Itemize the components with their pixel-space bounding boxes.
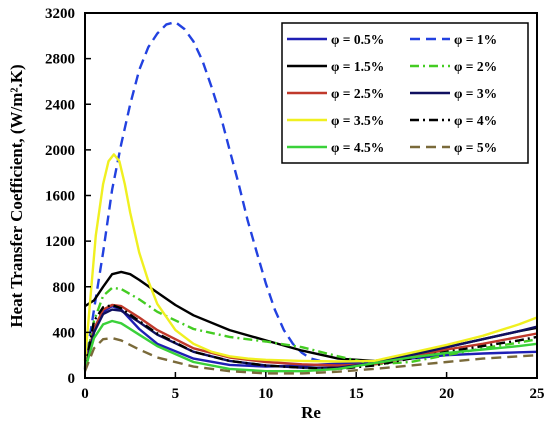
series-layer (83, 20, 538, 375)
series-line-9 (83, 319, 538, 373)
tick-layer: 0 5 10 15 20 25 0 400 800 1200 1600 2000 2400 2800 320… (45, 6, 545, 402)
legend-label-10: φ = 5% (454, 140, 497, 155)
y-tick-label: 3200 (45, 6, 75, 22)
series-line-6 (83, 308, 538, 370)
legend-label-4: φ = 2% (454, 59, 497, 74)
y-tick-label: 1200 (45, 234, 75, 250)
legend-label-8: φ = 4% (454, 113, 497, 128)
series-line-4 (83, 286, 538, 367)
legend-label-7: φ = 3.5% (331, 113, 384, 128)
legend-label-3: φ = 1.5% (331, 59, 384, 74)
series-line-7 (83, 153, 538, 363)
x-tick-label: 10 (258, 386, 273, 402)
series-line-3 (84, 270, 538, 363)
series-line-2 (83, 20, 321, 368)
x-tick-label: 25 (530, 386, 545, 402)
y-tick-label: 2400 (45, 97, 75, 113)
legend-label-1: φ = 0.5% (331, 32, 384, 47)
legend-label-9: φ = 4.5% (331, 140, 384, 155)
y-tick-label: 800 (53, 280, 76, 296)
y-tick-label: 1600 (45, 189, 75, 205)
y-tick-label: 2000 (45, 143, 75, 159)
x-tick-label: 5 (172, 386, 180, 402)
x-tick-label: 0 (81, 386, 89, 402)
legend-label-6: φ = 3% (454, 86, 497, 101)
legend-label-5: φ = 2.5% (331, 86, 384, 101)
series-line-10 (83, 336, 538, 375)
y-tick-label: 2800 (45, 52, 75, 68)
y-axis-title: Heat Transfer Coefficient, (W/m².K) (7, 64, 26, 327)
legend-label-2: φ = 1% (454, 32, 497, 47)
x-tick-label: 15 (349, 386, 364, 402)
x-axis-title: Re (301, 403, 321, 422)
x-tick-label: 20 (439, 386, 454, 402)
legend: φ = 0.5% φ = 1% φ = 1.5% φ = 2% φ = 2.5% φ = … (281, 22, 529, 164)
series-line-5 (83, 303, 538, 368)
y-tick-label: 0 (68, 371, 76, 387)
y-tick-label: 400 (53, 325, 76, 341)
